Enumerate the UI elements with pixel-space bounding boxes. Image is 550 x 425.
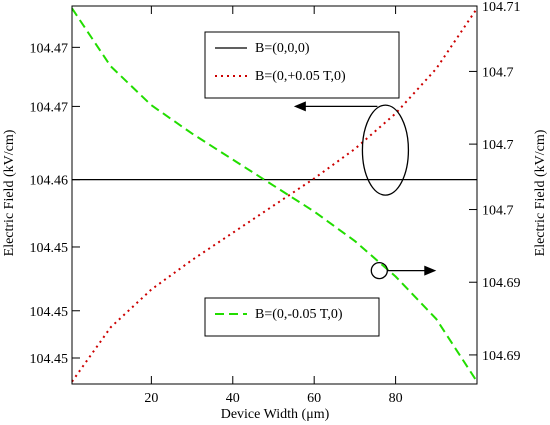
series-line-2 [71, 7, 478, 383]
annotation-arrow-left-head [293, 101, 306, 112]
x-tick-label: 80 [389, 391, 403, 406]
x-tick-label: 40 [226, 391, 240, 406]
y-right-tick-label: 104.69 [482, 276, 521, 291]
plot-frame [71, 5, 478, 385]
y-left-tick-label: 104.45 [30, 241, 69, 256]
legend-label: B=(0,+0.05 T,0) [255, 69, 346, 84]
annotation-arrow-right-head [424, 265, 437, 276]
y-right-tick-label: 104.69 [482, 349, 521, 364]
annotation-layer [293, 101, 437, 280]
x-axis-title: Device Width (μm) [221, 407, 330, 422]
y-right-tick-label: 104.7 [482, 138, 514, 153]
series-layer [71, 7, 478, 383]
y-axis-right-title: Electric Field (kV/cm) [533, 129, 548, 256]
annotation-ellipse [361, 104, 410, 196]
y-left-tick-label: 104.47 [30, 41, 69, 56]
annotation-circle [370, 261, 388, 280]
y-left-tick-label: 104.45 [30, 352, 69, 367]
y-left-tick-label: 104.47 [30, 100, 69, 115]
y-right-tick-label: 104.71 [482, 0, 521, 15]
series-line-1 [71, 7, 478, 383]
legend-label: B=(0,0,0) [255, 41, 310, 56]
axes-layer: 20 40 60 80 104.47 104.47 104.46 104.45 104.45 10… [30, 0, 521, 406]
y-right-tick-label: 104.7 [482, 65, 514, 80]
legend-label: B=(0,-0.05 T,0) [255, 307, 343, 322]
y-left-tick-label: 104.45 [30, 305, 69, 320]
y-axis-left-title: Electric Field (kV/cm) [2, 129, 17, 256]
x-tick-label: 20 [144, 391, 158, 406]
legend-top [204, 31, 400, 99]
y-right-tick-label: 104.7 [482, 204, 514, 219]
x-tick-label: 60 [307, 391, 321, 406]
legend-bottom [204, 297, 380, 337]
legend-layer: B=(0,0,0) B=(0,+0.05 T,0) B=(0,-0.05 T,0) [204, 31, 400, 337]
y-left-tick-label: 104.46 [30, 174, 69, 189]
